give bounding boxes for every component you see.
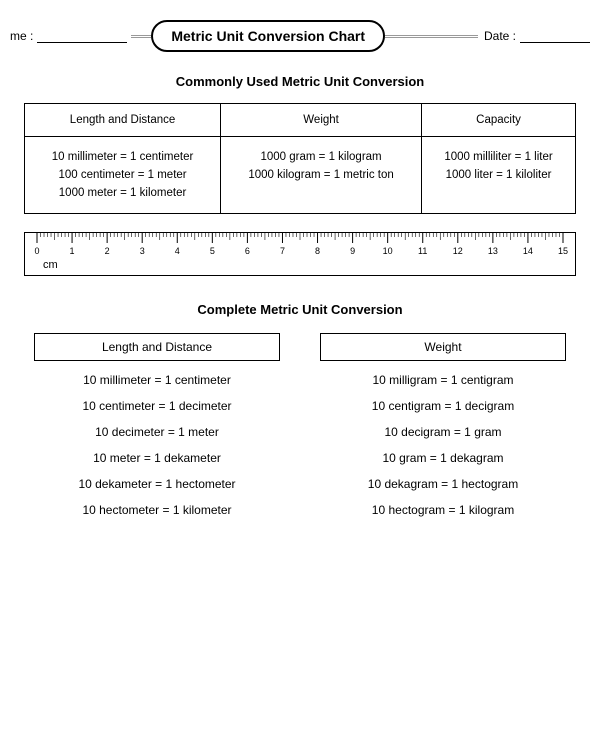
- svg-text:7: 7: [280, 246, 285, 256]
- page-title: Metric Unit Conversion Chart: [151, 20, 385, 52]
- conversion-text: 10 meter = 1 dekameter: [34, 451, 280, 465]
- col-header-length: Length and Distance: [25, 104, 221, 137]
- rule-segment: [385, 35, 478, 38]
- conversion-text: 1000 meter = 1 kilometer: [31, 187, 214, 199]
- column-length: Length and Distance 10 millimeter = 1 ce…: [34, 333, 280, 529]
- conversion-text: 10 milligram = 1 centigram: [320, 373, 566, 387]
- common-conversion-table: Length and Distance Weight Capacity 10 m…: [24, 103, 576, 214]
- ruler-unit-label: cm: [25, 257, 575, 271]
- conversion-text: 1000 gram = 1 kilogram: [227, 151, 415, 163]
- header-row: me : Metric Unit Conversion Chart Date :: [10, 20, 590, 52]
- svg-text:14: 14: [523, 246, 533, 256]
- column-heading-length: Length and Distance: [34, 333, 280, 361]
- section-title-common: Commonly Used Metric Unit Conversion: [10, 74, 590, 89]
- name-label: me :: [10, 29, 33, 43]
- conversion-text: 10 millimeter = 1 centimeter: [34, 373, 280, 387]
- svg-text:12: 12: [453, 246, 463, 256]
- table-header-row: Length and Distance Weight Capacity: [25, 104, 576, 137]
- conversion-text: 10 decimeter = 1 meter: [34, 425, 280, 439]
- svg-text:4: 4: [175, 246, 180, 256]
- svg-text:11: 11: [418, 246, 427, 256]
- svg-text:10: 10: [383, 246, 393, 256]
- column-weight: Weight 10 milligram = 1 centigram 10 cent…: [320, 333, 566, 529]
- conversion-text: 10 dekameter = 1 hectometer: [34, 477, 280, 491]
- conversion-text: 10 hectogram = 1 kilogram: [320, 503, 566, 517]
- svg-text:3: 3: [140, 246, 145, 256]
- date-label: Date :: [484, 29, 516, 43]
- svg-text:8: 8: [315, 246, 320, 256]
- svg-text:0: 0: [34, 246, 39, 256]
- conversion-text: 1000 milliliter = 1 liter: [428, 151, 569, 163]
- col-header-capacity: Capacity: [422, 104, 576, 137]
- conversion-text: 10 centimeter = 1 decimeter: [34, 399, 280, 413]
- col-header-weight: Weight: [221, 104, 422, 137]
- section-title-complete: Complete Metric Unit Conversion: [10, 302, 590, 317]
- conversion-text: 10 centigram = 1 decigram: [320, 399, 566, 413]
- date-blank-line: [520, 29, 590, 43]
- conversion-text: 100 centimeter = 1 meter: [31, 169, 214, 181]
- svg-text:9: 9: [350, 246, 355, 256]
- cell-capacity: 1000 milliliter = 1 liter 1000 liter = 1…: [422, 137, 576, 214]
- rule-segment: [131, 35, 151, 38]
- svg-text:2: 2: [105, 246, 110, 256]
- svg-text:1: 1: [70, 246, 75, 256]
- svg-text:15: 15: [558, 246, 568, 256]
- conversion-text: 10 hectometer = 1 kilometer: [34, 503, 280, 517]
- cell-weight: 1000 gram = 1 kilogram 1000 kilogram = 1…: [221, 137, 422, 214]
- conversion-text: 10 millimeter = 1 centimeter: [31, 151, 214, 163]
- complete-columns: Length and Distance 10 millimeter = 1 ce…: [10, 333, 590, 529]
- svg-text:6: 6: [245, 246, 250, 256]
- name-blank-line: [37, 29, 127, 43]
- svg-text:5: 5: [210, 246, 215, 256]
- table-data-row: 10 millimeter = 1 centimeter 100 centime…: [25, 137, 576, 214]
- conversion-text: 10 gram = 1 dekagram: [320, 451, 566, 465]
- column-heading-weight: Weight: [320, 333, 566, 361]
- conversion-text: 1000 kilogram = 1 metric ton: [227, 169, 415, 181]
- ruler-graphic: 0123456789101112131415: [25, 233, 575, 257]
- conversion-text: 10 dekagram = 1 hectogram: [320, 477, 566, 491]
- ruler: 0123456789101112131415 cm: [24, 232, 576, 276]
- svg-text:13: 13: [488, 246, 498, 256]
- conversion-text: 1000 liter = 1 kiloliter: [428, 169, 569, 181]
- conversion-text: 10 decigram = 1 gram: [320, 425, 566, 439]
- cell-length: 10 millimeter = 1 centimeter 100 centime…: [25, 137, 221, 214]
